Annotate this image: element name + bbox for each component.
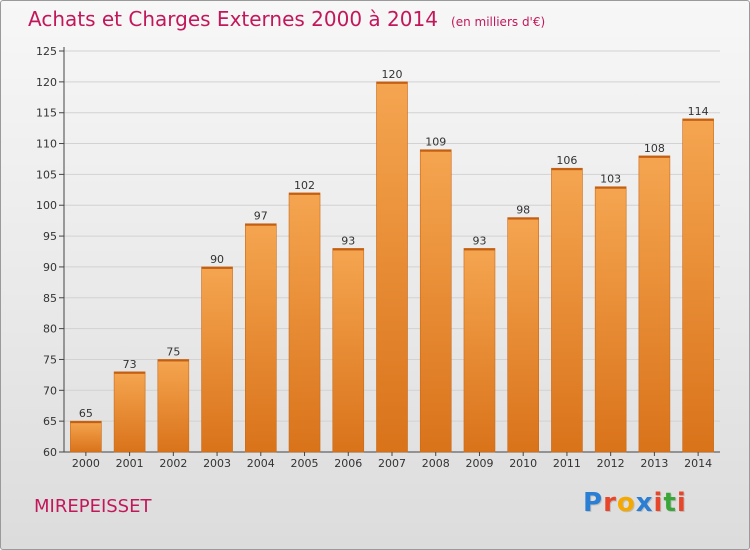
- y-tick-label: 80: [43, 323, 57, 336]
- y-tick-label: 120: [36, 76, 57, 89]
- bar-cap: [376, 81, 408, 84]
- chart-unit-note: (en milliers d'€): [451, 15, 546, 29]
- data-label: 73: [123, 358, 137, 371]
- data-label: 106: [556, 154, 577, 167]
- bar: [332, 248, 365, 453]
- bar-cap: [332, 248, 364, 251]
- bar-cap: [638, 155, 670, 158]
- data-label: 108: [644, 142, 665, 155]
- x-tick-label: 2013: [640, 457, 668, 470]
- bar-cap: [595, 186, 627, 189]
- bar: [507, 217, 540, 453]
- bar: [638, 155, 671, 453]
- x-tick-label: 2005: [291, 457, 319, 470]
- x-tick-label: 2004: [247, 457, 275, 470]
- bar: [376, 81, 408, 453]
- logo-letter: x: [635, 488, 654, 518]
- y-tick-label: 65: [43, 415, 57, 428]
- x-tick-label: 2014: [684, 457, 712, 470]
- y-tick-label: 75: [43, 353, 57, 366]
- data-label: 103: [600, 173, 621, 186]
- bar-cap: [114, 371, 146, 374]
- x-tick-label: 2001: [116, 457, 144, 470]
- bar-cap: [551, 168, 583, 171]
- bar-cap: [463, 248, 495, 251]
- x-tick-label: 2003: [203, 457, 231, 470]
- x-tick-label: 2006: [334, 457, 362, 470]
- data-label: 120: [382, 68, 403, 81]
- logo-letter: i: [676, 488, 687, 518]
- logo-letter: t: [663, 488, 677, 518]
- data-label: 102: [294, 179, 315, 192]
- y-tick-label: 90: [43, 261, 57, 274]
- bar-cap: [507, 217, 539, 220]
- data-label: 93: [472, 234, 486, 247]
- bar: [419, 149, 452, 453]
- x-tick-label: 2008: [422, 457, 450, 470]
- logo-letter: o: [616, 488, 636, 518]
- bar: [288, 192, 321, 453]
- bar-cap: [201, 266, 233, 269]
- logo-letter: i: [653, 488, 664, 518]
- y-tick-label: 60: [43, 446, 57, 459]
- data-label: 90: [210, 253, 224, 266]
- bar: [201, 266, 233, 453]
- bar-cap: [289, 192, 321, 195]
- y-tick-label: 105: [36, 168, 57, 181]
- commune-name: MIREPEISSET: [34, 496, 152, 517]
- y-tick-label: 70: [43, 384, 57, 397]
- bar: [551, 167, 583, 453]
- bar: [70, 420, 102, 453]
- data-label: 93: [341, 234, 355, 247]
- bar: [157, 359, 190, 453]
- data-label: 98: [516, 204, 530, 217]
- bar-cap: [70, 421, 102, 424]
- bar-cap: [245, 223, 277, 226]
- logo-letter: r: [603, 488, 617, 518]
- bar: [113, 371, 146, 453]
- x-tick-label: 2007: [378, 457, 406, 470]
- chart-title: Achats et Charges Externes 2000 à 2014 (…: [28, 7, 545, 31]
- x-tick-label: 2002: [159, 457, 187, 470]
- data-label: 97: [254, 210, 268, 223]
- bar: [463, 248, 496, 453]
- data-label: 75: [166, 345, 180, 358]
- bar-cap: [157, 359, 189, 362]
- y-tick-label: 125: [36, 45, 57, 58]
- x-tick-label: 2009: [465, 457, 493, 470]
- bar: [682, 118, 714, 453]
- data-label: 114: [688, 105, 709, 118]
- x-tick-label: 2010: [509, 457, 537, 470]
- y-tick-label: 100: [36, 199, 57, 212]
- data-label: 109: [425, 136, 446, 149]
- y-tick-label: 110: [36, 138, 57, 151]
- y-tick-label: 115: [36, 107, 57, 120]
- bar-cap: [420, 149, 452, 152]
- chart-title-text: Achats et Charges Externes 2000 à 2014: [28, 7, 438, 31]
- y-tick-label: 95: [43, 230, 57, 243]
- y-tick-label: 85: [43, 292, 57, 305]
- x-tick-label: 2011: [553, 457, 581, 470]
- bar: [594, 186, 627, 453]
- x-tick-label: 2012: [597, 457, 625, 470]
- data-label: 65: [79, 407, 93, 420]
- logo-letter: P: [583, 488, 604, 518]
- bar-cap: [682, 118, 714, 121]
- x-tick-label: 2000: [72, 457, 100, 470]
- bar: [245, 223, 277, 453]
- proxiti-logo: Proxiti: [583, 488, 687, 518]
